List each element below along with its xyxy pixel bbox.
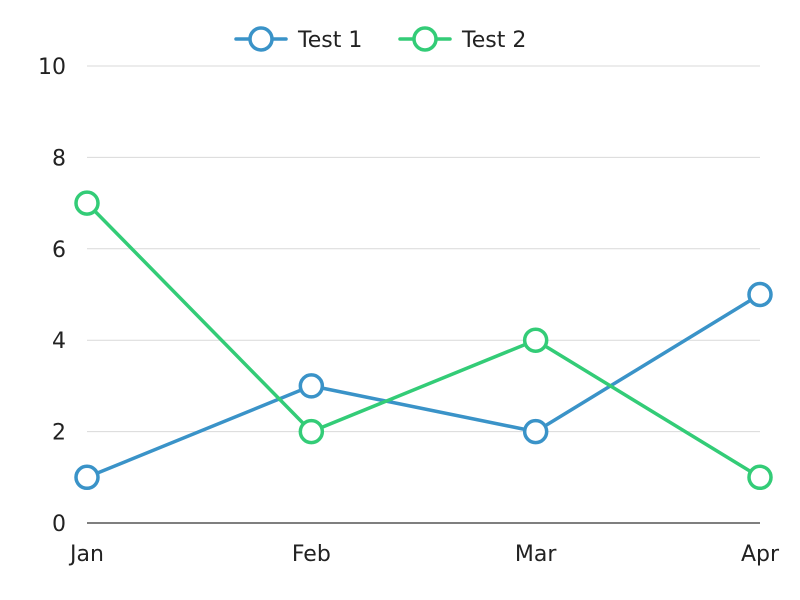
series-2 xyxy=(74,190,773,491)
data-point-marker xyxy=(298,418,325,445)
series-line xyxy=(85,292,762,480)
data-point-marker xyxy=(74,464,100,491)
legend: Test 1 Test 2 xyxy=(234,26,526,53)
y-tick-label: 10 xyxy=(38,55,66,80)
data-point-marker xyxy=(747,464,773,491)
x-tick-label: Jan xyxy=(68,542,104,567)
data-point-marker xyxy=(747,281,773,308)
axes: 0 2 4 6 8 10 Jan Feb Mar Apr xyxy=(38,55,780,567)
y-tick-label: 0 xyxy=(52,512,66,537)
y-tick-label: 6 xyxy=(52,238,66,263)
series-group xyxy=(74,190,773,491)
y-tick-label: 8 xyxy=(52,146,66,171)
x-tick-label: Apr xyxy=(741,542,780,567)
y-tick-label: 2 xyxy=(52,421,66,446)
x-tick-label: Mar xyxy=(515,542,557,567)
series-line xyxy=(85,201,762,480)
legend-swatch-marker xyxy=(248,26,274,52)
grid-lines xyxy=(87,65,760,433)
y-tick-label: 4 xyxy=(52,329,66,354)
data-point-marker xyxy=(522,327,549,353)
legend-item-1: Test 1 xyxy=(234,26,362,53)
data-point-marker xyxy=(74,190,100,216)
legend-swatch-marker xyxy=(412,26,438,52)
data-point-marker xyxy=(522,418,549,445)
data-point-marker xyxy=(298,373,325,399)
x-tick-label: Feb xyxy=(292,542,331,567)
legend-label: Test 2 xyxy=(461,28,526,53)
legend-label: Test 1 xyxy=(297,28,362,53)
series-1 xyxy=(74,281,773,491)
legend-item-2: Test 2 xyxy=(398,26,526,53)
